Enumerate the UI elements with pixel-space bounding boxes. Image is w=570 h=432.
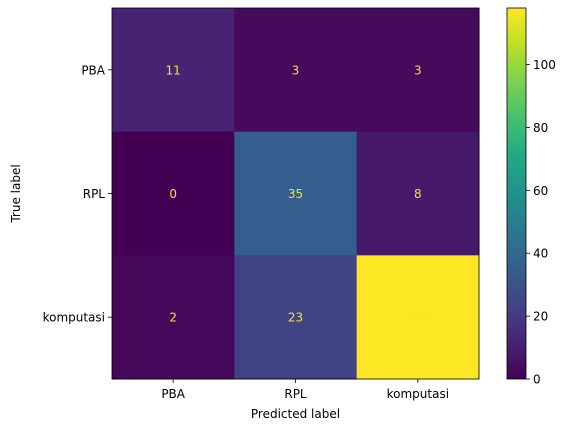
y-axis: PBA RPL komputasi [43, 63, 112, 325]
x-axis: PBA RPL komputasi [161, 379, 449, 401]
heatmap-cells: 11 3 3 0 35 8 2 23 118 [112, 8, 480, 380]
heatmap-cell [112, 8, 235, 133]
cell-value-label: 3 [414, 63, 422, 77]
cell-value-label: 11 [166, 63, 181, 77]
x-tick-label: RPL [284, 387, 307, 401]
cell-value-label: 8 [414, 187, 422, 201]
cell-value-label: 35 [288, 187, 303, 201]
colorbar-tick-label: 60 [533, 184, 548, 198]
colorbar-tick-label: 40 [533, 247, 548, 261]
colorbar-tick-label: 80 [533, 121, 548, 135]
heatmap-cell [112, 131, 235, 256]
colorbar-tick-label: 100 [533, 58, 556, 72]
cell-value-label: 118 [406, 311, 429, 325]
heatmap-cell [356, 131, 480, 256]
colorbar-ticks: 0 20 40 60 80 100 [526, 58, 556, 387]
colorbar [506, 7, 527, 380]
y-tick-label: RPL [83, 187, 106, 201]
heatmap-cell [234, 8, 358, 133]
y-tick-label: PBA [81, 63, 105, 77]
cell-value-label: 2 [169, 311, 177, 325]
heatmap-cell [356, 8, 480, 133]
colorbar-tick-label: 20 [533, 310, 548, 324]
y-axis-label: True label [9, 164, 23, 223]
colorbar-tick-label: 0 [533, 373, 541, 387]
x-tick-label: komputasi [387, 387, 449, 401]
cell-value-label: 0 [169, 187, 177, 201]
heatmap-cell [112, 255, 235, 380]
heatmap-cell [356, 255, 480, 380]
x-tick-label: PBA [161, 387, 185, 401]
y-tick-label: komputasi [43, 311, 105, 325]
heatmap-cell [234, 255, 358, 380]
cell-value-label: 23 [288, 311, 303, 325]
cell-value-label: 3 [292, 63, 300, 77]
x-axis-label: Predicted label [251, 407, 340, 421]
heatmap-cell [234, 131, 358, 256]
